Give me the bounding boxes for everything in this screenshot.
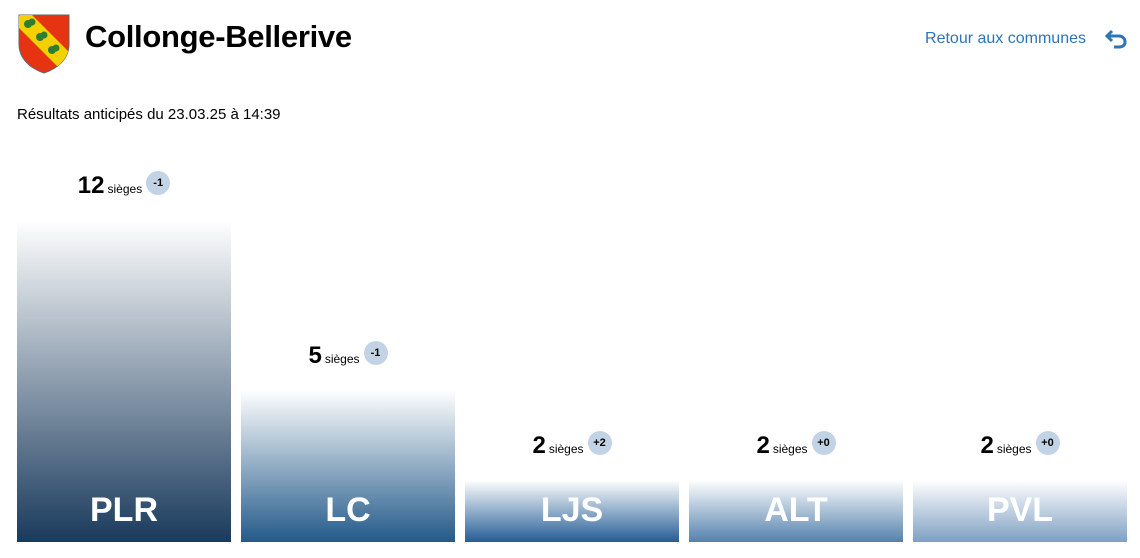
bar-alt: ALT: [689, 480, 903, 542]
bar-plr: PLR: [17, 220, 231, 542]
seat-change-badge: -1: [146, 171, 171, 195]
seat-count: 5: [308, 342, 322, 369]
seat-unit: sièges: [772, 442, 808, 456]
seat-count-label: 2 sièges +0: [913, 431, 1127, 460]
seat-count-label: 12 sièges -1: [17, 171, 231, 200]
seat-unit: sièges: [996, 442, 1032, 456]
party-name: PVL: [986, 491, 1054, 529]
bar-ljs: LJS: [465, 480, 679, 542]
back-to-communes-link[interactable]: Retour aux communes: [925, 30, 1086, 47]
party-name: ALT: [764, 491, 828, 529]
commune-crest-logo: [18, 14, 70, 74]
seat-change-badge: +0: [1035, 431, 1060, 455]
seat-count: 12: [77, 172, 105, 199]
seat-unit: sièges: [107, 182, 143, 196]
seat-count: 2: [980, 432, 994, 459]
seat-unit: sièges: [324, 352, 360, 366]
page-title: Collonge-Bellerive: [85, 19, 352, 54]
seat-count: 2: [756, 432, 770, 459]
seat-unit: sièges: [548, 442, 584, 456]
seat-change-badge: +0: [811, 431, 836, 455]
party-name: LJS: [540, 491, 604, 529]
seat-count-label: 2 sièges +0: [689, 431, 903, 460]
bar-pvl: PVL: [913, 480, 1127, 542]
seat-change-badge: +2: [587, 431, 612, 455]
results-timestamp: Résultats anticipés du 23.03.25 à 14:39: [17, 106, 281, 123]
seat-count-label: 2 sièges +2: [465, 431, 679, 460]
bar-lc: LC: [241, 390, 455, 542]
return-arrow-icon[interactable]: [1104, 28, 1128, 50]
seat-change-badge: -1: [363, 341, 388, 365]
seat-count: 2: [532, 432, 546, 459]
seat-count-label: 5 sièges -1: [241, 341, 455, 370]
party-name: LC: [325, 491, 371, 529]
party-name: PLR: [90, 491, 158, 529]
